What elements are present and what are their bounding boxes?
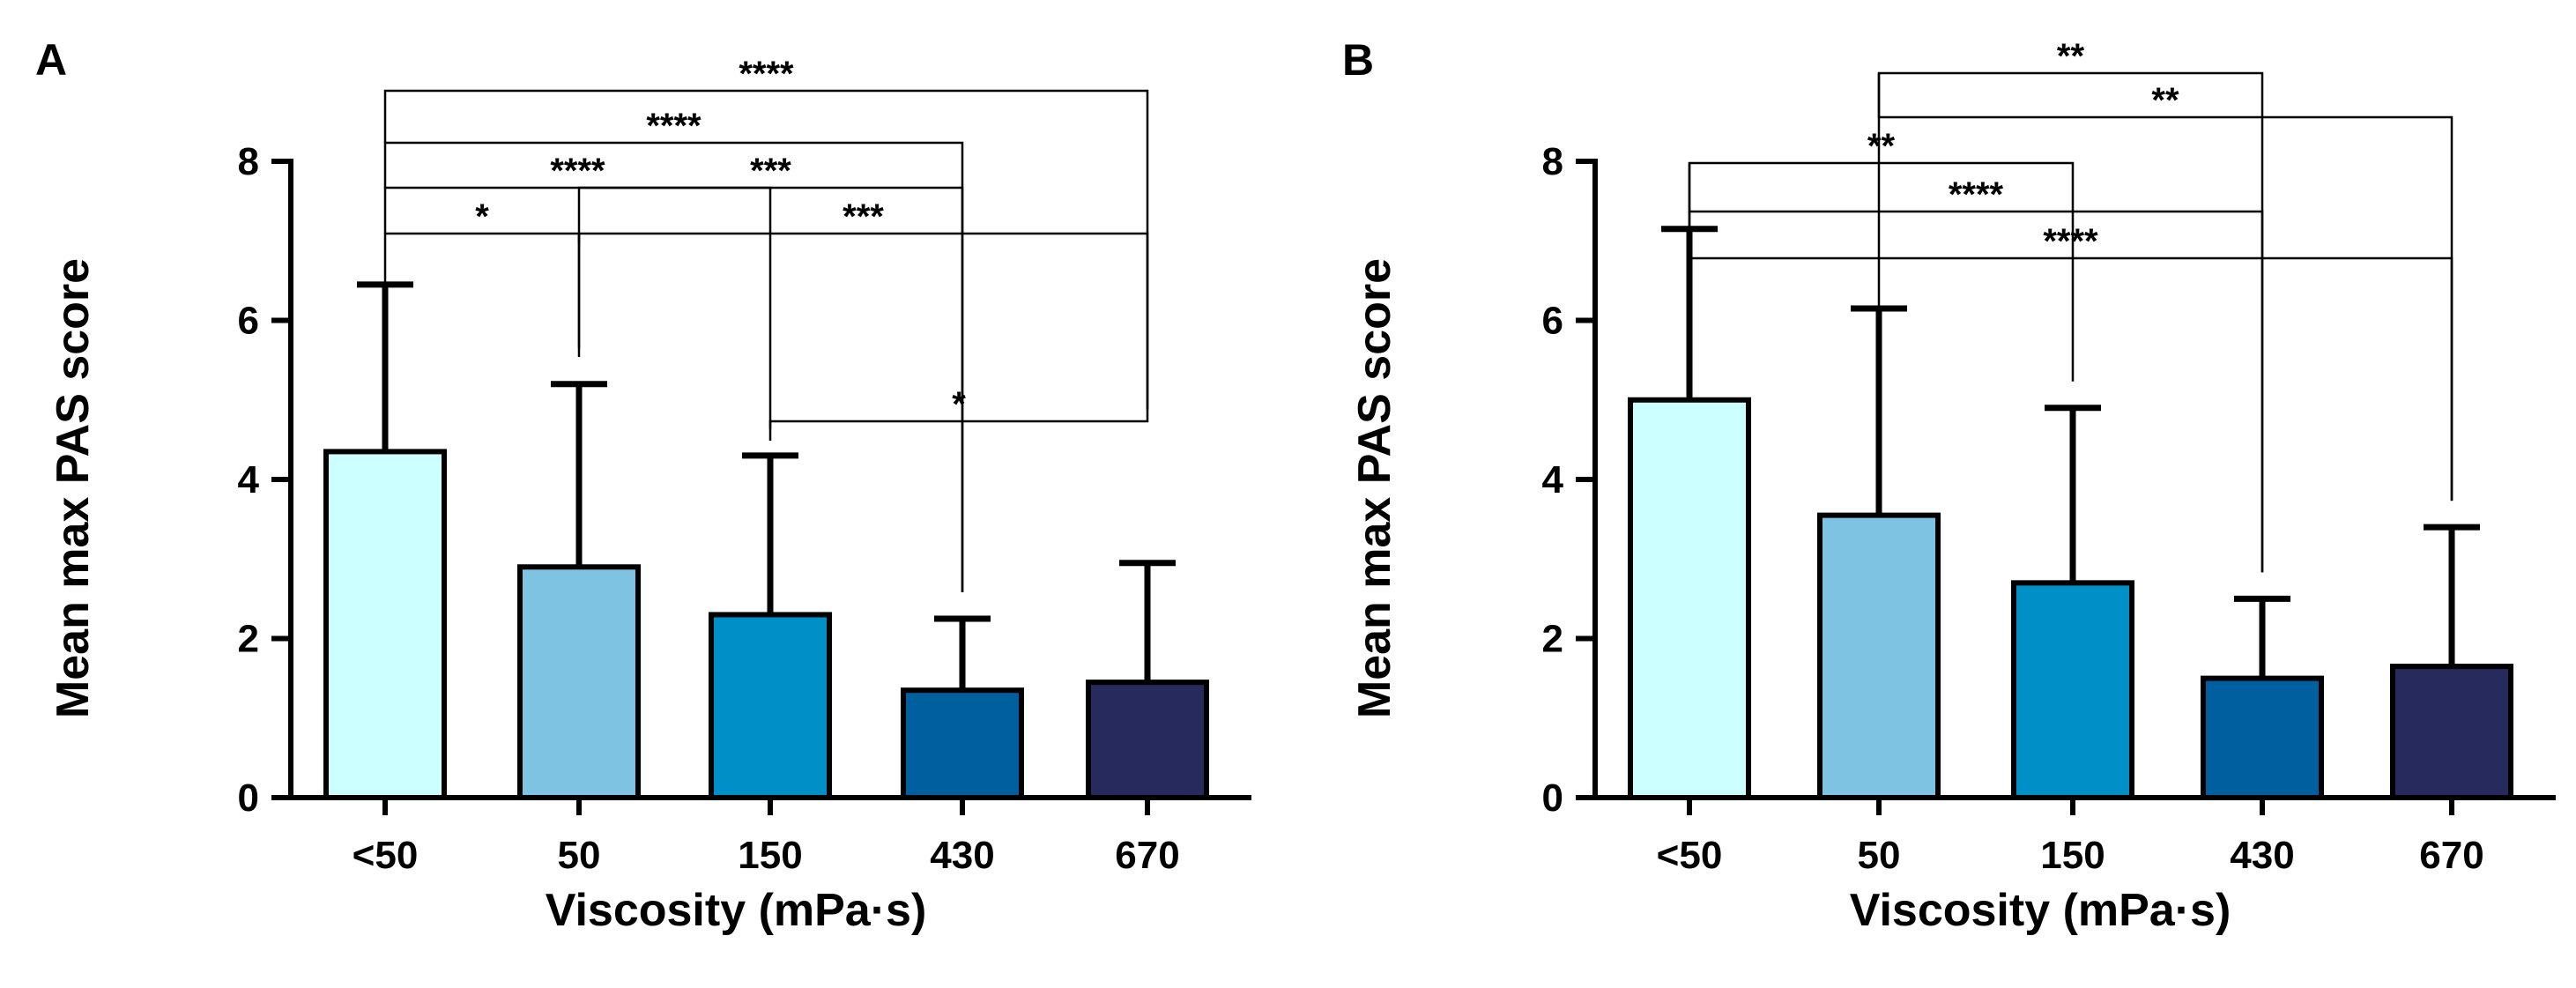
significance-bracket-0-4 [383, 89, 1149, 410]
bar-0 [323, 449, 447, 800]
significance-label-1-4: *** [843, 197, 884, 236]
y-tick-label: 4 [1542, 458, 1564, 501]
significance-label-1-4: ** [2151, 81, 2179, 120]
significance-bracket-0-3 [1688, 163, 2264, 573]
bar-4 [2390, 664, 2513, 801]
significance-bracket-1-4 [1877, 73, 2454, 501]
y-tick-label: 6 [238, 300, 259, 343]
y-tick-label: 6 [1542, 300, 1563, 343]
y-tick-label: 8 [238, 140, 259, 183]
panel-b-chart: B 0 2 4 6 8 <50 50 150 430 670 Viscosity (mPa·s) Mea… [1342, 35, 2556, 936]
y-tick-label: 8 [1542, 140, 1563, 183]
panel-label: A [35, 35, 67, 85]
x-tick-label: 50 [1858, 834, 1901, 877]
y-axis-title: Mean max PAS score [1349, 258, 1400, 718]
bar-1 [1817, 512, 1941, 800]
bar-4 [1086, 680, 1209, 801]
significance-label-0-2: ** [1867, 127, 1896, 166]
x-tick-label: 50 [558, 834, 601, 877]
bar-2 [2011, 580, 2134, 801]
significance-bracket-1-3 [1877, 71, 2264, 573]
y-tick-label: 2 [1542, 618, 1563, 661]
x-axis-title: Viscosity (mPa·s) [1850, 885, 2231, 936]
significance-label-0-3: **** [646, 107, 702, 145]
significance-bracket-0-1 [383, 232, 581, 282]
x-tick-label: 150 [738, 834, 802, 877]
significance-bracket-2-4 [768, 410, 1149, 441]
significance-bracket-0-2 [383, 186, 772, 429]
x-tick-label: <50 [1657, 834, 1723, 877]
bar-2 [709, 612, 832, 800]
bar-3 [901, 687, 1024, 800]
y-tick-label: 0 [238, 776, 259, 820]
significance-label-0-1: * [475, 197, 489, 236]
bar-3 [2201, 675, 2324, 800]
y-axis-title: Mean max PAS score [48, 258, 99, 718]
x-axis-title: Viscosity (mPa·s) [546, 885, 927, 936]
panel-label: B [1342, 35, 1374, 85]
bar-1 [517, 564, 641, 801]
bar-0 [1628, 397, 1751, 800]
panel-a-chart: A 0 2 4 6 8 <50 50 150 430 670 Viscosity (mPa·s) Mea… [35, 35, 1251, 936]
significance-label-0-3: **** [1949, 175, 2004, 214]
x-tick-label: 150 [2040, 834, 2105, 877]
x-tick-label: <50 [353, 834, 419, 877]
x-tick-label: 670 [1115, 834, 1179, 877]
significance-label-1-3: ** [2057, 37, 2085, 76]
y-tick-label: 4 [238, 458, 260, 501]
significance-bracket-1-4 [577, 232, 1149, 410]
y-tick-label: 0 [1542, 776, 1563, 820]
x-tick-label: 430 [930, 834, 994, 877]
x-tick-label: 430 [2230, 834, 2294, 877]
significance-label-0-4: **** [2043, 222, 2098, 261]
y-tick-label: 2 [238, 618, 259, 661]
significance-label-0-4: **** [739, 55, 794, 93]
significance-label-0-2: **** [550, 152, 605, 190]
significance-label-2-4: * [952, 385, 966, 424]
significance-label-1-3: *** [750, 152, 791, 190]
x-tick-label: 670 [2419, 834, 2483, 877]
